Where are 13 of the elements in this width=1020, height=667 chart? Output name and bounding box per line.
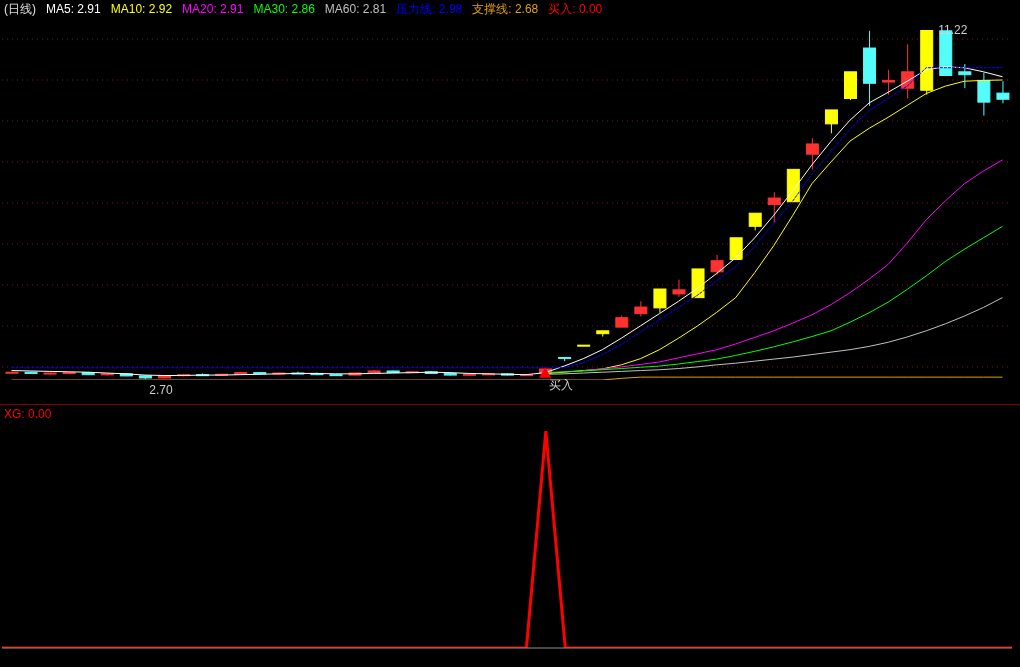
text: MA10: 2.92	[110, 2, 173, 16]
text: MA60: 2.81	[324, 2, 387, 16]
text: MA5: 2.91	[46, 2, 101, 16]
text: 压力线: 2.98	[396, 0, 463, 18]
annotation: 11.22	[938, 23, 968, 38]
text: 支撑线: 2.68	[472, 0, 539, 18]
chart-title: (日线)	[4, 0, 36, 18]
annotation: 买入	[549, 377, 574, 392]
text: MA30: 2.86	[253, 2, 315, 16]
text: MA20: 2.91	[182, 2, 244, 16]
annotation: 2.70	[149, 382, 173, 397]
text: XG: 0.00	[4, 407, 52, 421]
text: 买入: 0.00	[548, 0, 603, 18]
